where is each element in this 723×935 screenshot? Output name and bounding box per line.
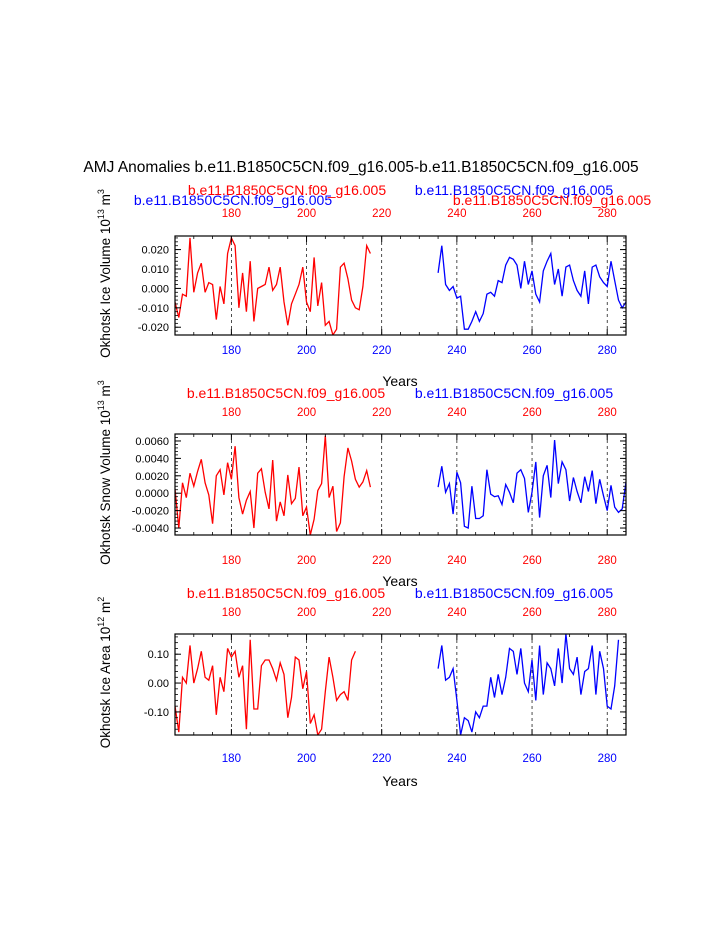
case-label-right-2: b.e11.B1850C5CN.f09_g16.005 xyxy=(453,192,651,208)
xtick-label-bottom: 180 xyxy=(222,345,241,357)
ytick-label: -0.0020 xyxy=(132,506,169,518)
ytick-label: 0.10 xyxy=(148,649,169,661)
ytick-label: 0.0040 xyxy=(135,453,169,465)
xtick-label-top: 200 xyxy=(297,407,316,419)
xtick-label-top: 240 xyxy=(447,407,466,419)
xtick-label-bottom: 220 xyxy=(372,555,391,567)
x-axis-label: Years xyxy=(382,373,417,389)
plot-frame xyxy=(174,235,627,336)
ytick-label: 0.00 xyxy=(148,678,169,690)
y-axis-label: Okhotsk Snow Volume 1013 m3 xyxy=(96,380,113,565)
figure-title: AMJ Anomalies b.e11.B1850C5CN.f09_g16.00… xyxy=(83,159,638,176)
case-label-left: b.e11.B1850C5CN.f09_g16.005 xyxy=(187,385,385,401)
xtick-label-top: 240 xyxy=(447,607,466,619)
xtick-label-bottom: 260 xyxy=(522,345,541,357)
xtick-label-top: 200 xyxy=(297,607,316,619)
x-axis-label: Years xyxy=(382,773,417,789)
xtick-label-bottom: 200 xyxy=(297,345,316,357)
xtick-label-top: 280 xyxy=(598,607,617,619)
xtick-label-bottom: 280 xyxy=(598,753,617,765)
panel-snow-volume: -0.0040 -0.0020 0.0000 0.0020 0.0040 0.0060 18… xyxy=(96,380,627,589)
ytick-label: 0.0060 xyxy=(135,436,169,448)
xtick-label-top: 260 xyxy=(522,607,541,619)
series-line-1 xyxy=(175,435,372,535)
plot-frame xyxy=(174,433,627,536)
xtick-label-bottom: 260 xyxy=(522,555,541,567)
ytick-label: -0.010 xyxy=(138,303,169,315)
case-label-left-2: b.e11.B1850C5CN.f09_g16.005 xyxy=(134,192,332,208)
ytick-label: -0.020 xyxy=(138,322,169,334)
case-label-left: b.e11.B1850C5CN.f09_g16.005 xyxy=(187,585,385,601)
ytick-label: 0.000 xyxy=(141,283,169,295)
xtick-label-top: 240 xyxy=(447,208,466,220)
series-line-2 xyxy=(437,245,626,330)
xtick-label-top: 220 xyxy=(372,208,391,220)
xtick-label-bottom: 240 xyxy=(447,345,466,357)
case-label-right: b.e11.B1850C5CN.f09_g16.005 xyxy=(415,182,613,198)
xtick-label-bottom: 280 xyxy=(598,555,617,567)
xtick-label-bottom: 180 xyxy=(222,555,241,567)
xtick-label-top: 200 xyxy=(297,208,316,220)
ytick-label: 0.010 xyxy=(141,264,169,276)
ytick-label: 0.0020 xyxy=(135,471,169,483)
xtick-label-top: 220 xyxy=(372,407,391,419)
panel-ice-area: -0.10 0.00 0.10 180 180 200 200 220 220 240 240 260… xyxy=(96,585,627,789)
case-label-right: b.e11.B1850C5CN.f09_g16.005 xyxy=(415,585,613,601)
y-axis-label: Okhotsk Ice Volume 1013 m3 xyxy=(96,189,113,358)
xtick-label-bottom: 240 xyxy=(447,555,466,567)
y-axis-label: Okhotsk Ice Area 1012 m2 xyxy=(96,597,113,749)
panel-ice-volume: -0.020 -0.010 0.000 0.010 0.020 180 180 200 200 2… xyxy=(96,182,651,389)
xtick-label-top: 180 xyxy=(222,407,241,419)
case-label-right: b.e11.B1850C5CN.f09_g16.005 xyxy=(415,385,613,401)
xtick-label-bottom: 260 xyxy=(522,753,541,765)
xtick-label-top: 260 xyxy=(522,208,541,220)
case-label-left: b.e11.B1850C5CN.f09_g16.005 xyxy=(188,182,386,198)
xtick-label-top: 280 xyxy=(598,208,617,220)
series-line-1 xyxy=(175,236,371,335)
x-axis-label: Years xyxy=(382,573,417,589)
xtick-label-bottom: 220 xyxy=(372,345,391,357)
xtick-label-bottom: 220 xyxy=(372,753,391,765)
ytick-label: 0.020 xyxy=(141,245,169,257)
xtick-label-top: 180 xyxy=(222,208,241,220)
ytick-label: -0.10 xyxy=(144,707,169,719)
xtick-label-bottom: 200 xyxy=(297,555,316,567)
xtick-label-bottom: 200 xyxy=(297,753,316,765)
xtick-label-bottom: 280 xyxy=(598,345,617,357)
ytick-label: 0.0000 xyxy=(135,488,169,500)
series-line-2 xyxy=(437,634,620,735)
xtick-label-bottom: 180 xyxy=(222,753,241,765)
series-line-2 xyxy=(437,440,626,529)
xtick-label-top: 220 xyxy=(372,607,391,619)
ytick-label: -0.0040 xyxy=(132,523,169,535)
xtick-label-top: 180 xyxy=(222,607,241,619)
xtick-label-bottom: 240 xyxy=(447,753,466,765)
series-line-1 xyxy=(175,639,356,735)
xtick-label-top: 260 xyxy=(522,407,541,419)
xtick-label-top: 280 xyxy=(598,407,617,419)
